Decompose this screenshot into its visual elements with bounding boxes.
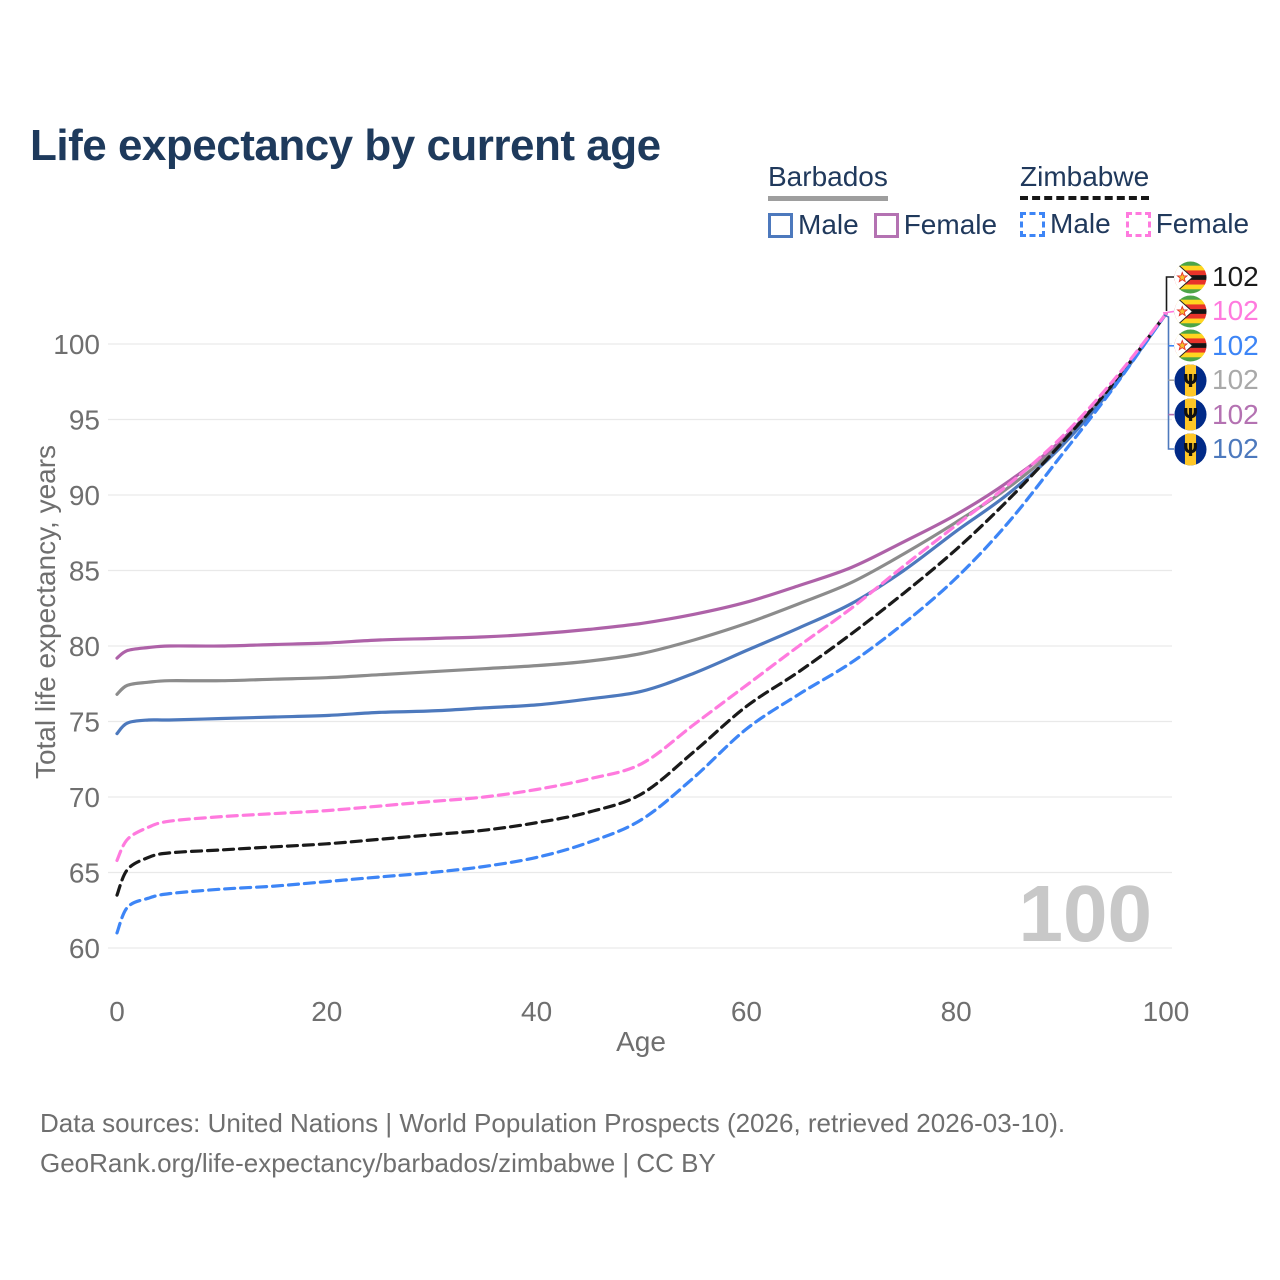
barbados-flag-icon: Ψ	[1174, 364, 1207, 397]
end-label-value: 102	[1212, 398, 1259, 430]
y-tick-85: 85	[69, 556, 100, 587]
legend-item-barbados-male[interactable]: Male	[768, 209, 859, 241]
legend-swatch-icon	[873, 212, 899, 238]
y-tick-95: 95	[69, 405, 100, 436]
y-axis-title: Total life expectancy, years	[30, 444, 61, 780]
y-tick-70: 70	[69, 782, 100, 813]
x-axis-title: Age	[616, 1026, 666, 1057]
end-label-zimbabwe-male[interactable]: 102	[1174, 329, 1259, 363]
footer-data-sources: Data sources: United Nations | World Pop…	[40, 1108, 1066, 1138]
y-tick-65: 65	[69, 858, 100, 889]
footer-attribution: GeoRank.org/life-expectancy/barbados/zim…	[40, 1148, 716, 1178]
legend-item-barbados-female[interactable]: Female	[873, 209, 998, 241]
series-line-barbados-total[interactable]	[115, 312, 1168, 696]
legend-item-zimbabwe-female[interactable]: Female	[1125, 208, 1250, 240]
y-tick-80: 80	[69, 631, 100, 662]
end-label-value: 102	[1212, 261, 1259, 292]
end-label-zimbabwe-female[interactable]: 102	[1174, 294, 1259, 328]
end-label-value: 102	[1212, 364, 1259, 396]
end-label-value: 102	[1212, 433, 1259, 464]
y-tick-75: 75	[69, 707, 100, 738]
y-tick-60: 60	[69, 933, 100, 964]
legend-item-label: Female	[903, 209, 998, 240]
leader-line-barbados-male	[1163, 314, 1174, 450]
x-tick-80: 80	[941, 996, 972, 1027]
x-tick-100: 100	[1143, 996, 1190, 1027]
zimbabwe-flag-icon	[1174, 260, 1207, 294]
series-line-zimbabwe-female[interactable]	[115, 312, 1168, 862]
leader-line-zimbabwe-total	[1165, 276, 1174, 311]
legend-swatch-icon	[1125, 211, 1151, 237]
legend-item-label: Male	[798, 209, 859, 240]
svg-text:Ψ: Ψ	[1183, 440, 1198, 460]
leader-line-zimbabwe-female	[1162, 310, 1175, 314]
end-label-value: 102	[1212, 295, 1259, 327]
x-tick-0: 0	[109, 996, 125, 1027]
legend-item-zimbabwe-male[interactable]: Male	[1020, 208, 1111, 240]
legend-country-barbados[interactable]: Barbados	[768, 161, 888, 201]
series-line-barbados-male[interactable]	[115, 312, 1168, 736]
svg-text:Ψ: Ψ	[1183, 406, 1198, 426]
x-tick-60: 60	[731, 996, 762, 1027]
series-line-barbados-female[interactable]	[115, 312, 1168, 660]
end-label-barbados-female[interactable]: Ψ 102	[1174, 398, 1259, 432]
svg-text:Ψ: Ψ	[1183, 371, 1198, 391]
zimbabwe-flag-icon	[1174, 295, 1207, 328]
legend-item-label: Female	[1155, 208, 1250, 239]
y-tick-90: 90	[69, 480, 100, 511]
end-label-zimbabwe-total[interactable]: 102	[1174, 260, 1259, 294]
legend-swatch-icon	[1020, 211, 1045, 237]
age-watermark: 100	[1019, 869, 1152, 958]
x-tick-20: 20	[311, 996, 342, 1027]
page-title: Life expectancy by current age	[30, 121, 661, 171]
legend-item-label: Male	[1050, 208, 1111, 239]
legend-country-zimbabwe[interactable]: Zimbabwe	[1020, 161, 1150, 200]
legend-group-barbados: Barbados Male Female	[768, 161, 997, 241]
x-tick-40: 40	[521, 996, 552, 1027]
legend-swatch-icon	[768, 212, 793, 238]
y-tick-100: 100	[53, 329, 100, 360]
barbados-flag-icon: Ψ	[1174, 398, 1207, 431]
legend-group-zimbabwe: Zimbabwe Male Female	[1020, 161, 1249, 240]
end-label-barbados-total[interactable]: Ψ 102	[1174, 363, 1259, 397]
series-line-zimbabwe-total[interactable]	[115, 312, 1168, 897]
end-label-barbados-male[interactable]: Ψ 102	[1174, 432, 1259, 466]
end-label-value: 102	[1212, 329, 1259, 361]
barbados-flag-icon: Ψ	[1174, 432, 1207, 466]
zimbabwe-flag-icon	[1174, 329, 1207, 362]
series-line-zimbabwe-male[interactable]	[115, 312, 1168, 935]
